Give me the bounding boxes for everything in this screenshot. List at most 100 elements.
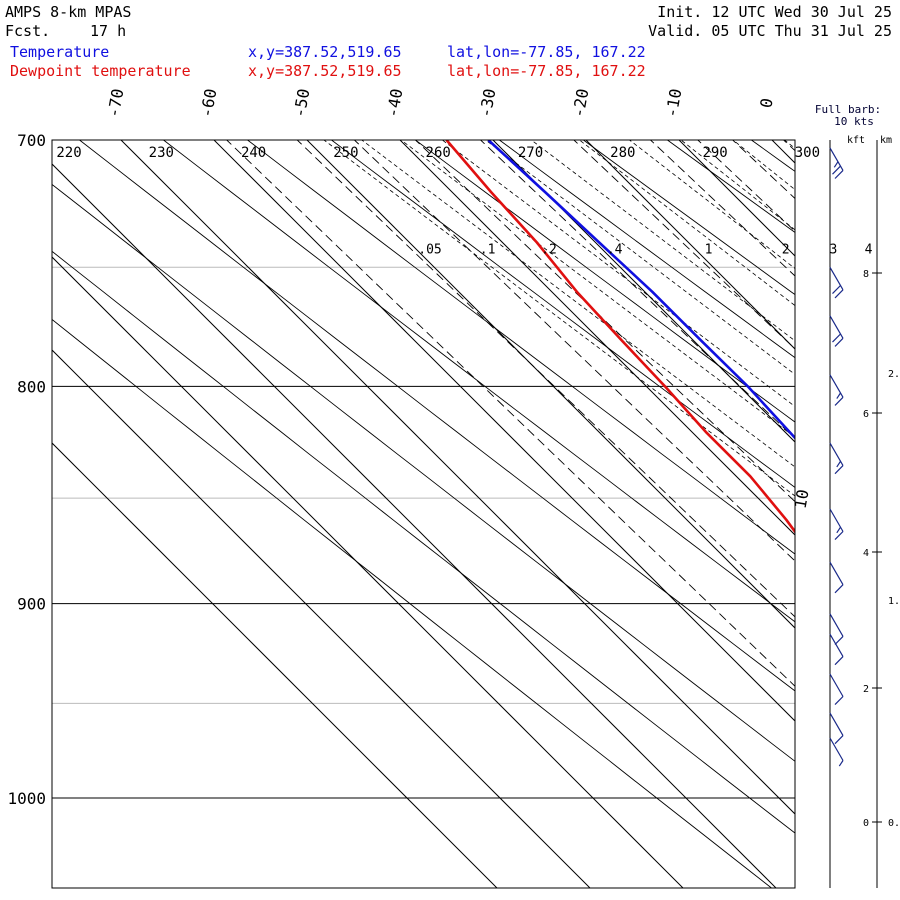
wind-barb-flag [834, 735, 844, 745]
kft-tick-label: 8 [863, 269, 869, 280]
wind-barb-shaft [829, 266, 844, 291]
isotherm-line [52, 256, 684, 888]
isotherm-line [52, 442, 498, 888]
wind-barb [829, 712, 844, 745]
wind-barb-shaft [829, 442, 844, 466]
wind-barb-shaft [829, 147, 844, 171]
legend-dewpoint-label: Dewpoint temperature [10, 62, 191, 80]
dry-adiabat-line [330, 140, 795, 488]
mixing-ratio-label: 3 [829, 242, 837, 257]
dry-adiabat-line [162, 140, 795, 623]
skewt-grid-lines [52, 31, 900, 900]
wind-barb-shaft [829, 613, 844, 637]
isotherm-line [120, 140, 795, 815]
wind-barb-shaft [829, 508, 844, 532]
wind-barb-flag [834, 656, 844, 666]
forecast-label: Fcst. [5, 22, 51, 40]
wind-barb-flag [836, 460, 842, 468]
dry-adiabat-line [498, 140, 795, 359]
mixing-ratio-line [353, 140, 795, 562]
kft-label: kft [847, 135, 865, 146]
wind-barb-column: 0 2 4 6 8 0. 1. 2. [829, 140, 900, 888]
wind-barb-flag [838, 760, 844, 767]
km-tick-label: 1. [888, 596, 900, 607]
theta-label: 280 [610, 145, 635, 161]
mixing-ratio-line [226, 140, 795, 687]
moist-adiabat-line [578, 140, 795, 307]
barb-note-line1: Full barb: [815, 103, 881, 116]
dry-adiabat-line [683, 32, 900, 900]
pressure-label: 900 [17, 595, 46, 614]
moist-adiabat-line [755, 32, 900, 889]
moist-adiabat-line [361, 140, 795, 468]
dry-adiabat-line [666, 140, 795, 234]
wind-barb-flag [834, 465, 844, 475]
theta-label: 220 [56, 145, 81, 161]
temperature-axis-label: 0 [756, 97, 776, 110]
theta-label: 240 [241, 145, 266, 161]
model-title: AMPS 8-km MPAS [5, 3, 132, 21]
wind-barb-shaft [829, 737, 844, 761]
km-tick-label: 2. [888, 369, 900, 380]
wind-barb-flag [834, 169, 844, 179]
wind-barb-flag [834, 531, 844, 541]
wind-barb-flag [834, 696, 844, 706]
isotherm-line [399, 140, 795, 536]
wind-barb [829, 737, 844, 767]
temperature-axis-label: -30 [476, 87, 500, 119]
pressure-label: 800 [17, 377, 46, 396]
mixing-ratio-label: 4 [865, 242, 873, 257]
temperature-axis-label: -20 [569, 87, 593, 119]
isotherm-line [213, 140, 795, 722]
isotherm-line [52, 163, 777, 888]
wind-barb [829, 147, 844, 179]
mixing-ratio-line [732, 140, 795, 200]
legend-temperature-label: Temperature [10, 43, 110, 61]
isotherm-line [306, 140, 795, 629]
wind-barb-flag [834, 396, 844, 406]
mixing-ratio-line [782, 140, 795, 152]
theta-label: 300 [795, 145, 820, 161]
wind-barb-flag [833, 161, 839, 168]
moist-adiabat-line [732, 140, 795, 191]
isotherm-line [492, 140, 795, 443]
isotherm-line [756, 31, 900, 900]
wind-barb-flag [834, 337, 844, 347]
wind-barb-flag [832, 285, 841, 295]
dry-adiabat-line [582, 140, 795, 296]
mixing-ratio-label: .05 [418, 242, 441, 257]
wind-barb-flag [834, 289, 844, 299]
wind-barb-flag [832, 333, 841, 343]
temperature-axis-label: -70 [104, 87, 128, 119]
theta-label: 260 [426, 145, 451, 161]
theta-label: 270 [518, 145, 543, 161]
mixing-ratio-line [414, 140, 795, 503]
temperature-axis-label: -60 [197, 87, 221, 119]
wind-barb-shaft [829, 315, 844, 339]
temperature-axis-label: -10 [662, 87, 686, 119]
dry-adiabat-line [849, 32, 900, 900]
temperature-axis-label: 10 [791, 488, 813, 510]
wind-barb-shaft [829, 673, 844, 697]
mixing-ratio-label: .2 [541, 242, 557, 257]
temperature-axis-label: -40 [383, 87, 407, 119]
dry-adiabat-line [52, 250, 795, 834]
init-time: Init. 12 UTC Wed 30 Jul 25 [657, 3, 892, 21]
wind-barb-flag [832, 165, 841, 175]
dry-adiabat-line [766, 32, 900, 900]
wind-barb [829, 442, 844, 475]
wind-barb [829, 613, 844, 645]
km-label: km [880, 135, 892, 146]
isotherm-line [585, 140, 795, 350]
mixing-ratio-line [479, 140, 795, 440]
mixing-ratio-line [649, 140, 795, 277]
profile-lines [445, 140, 795, 534]
mixing-ratio-line [734, 32, 900, 900]
wind-barb-flag [834, 584, 844, 594]
kft-tick-label: 6 [863, 409, 869, 420]
isotherm-line [849, 31, 900, 900]
dry-adiabat-line [246, 140, 795, 555]
isotherm-line [678, 140, 795, 257]
wind-barb-shaft [829, 633, 844, 657]
